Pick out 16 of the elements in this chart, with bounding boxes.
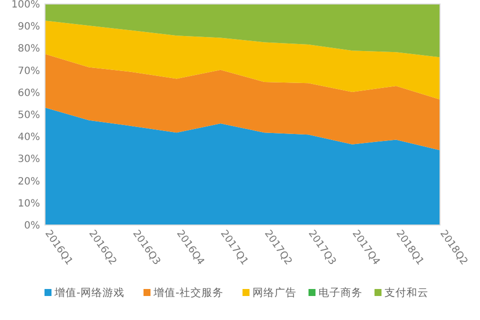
legend-label: 支付和云 <box>384 286 428 299</box>
legend-label: 增值-网络游戏 <box>54 286 124 299</box>
y-tick-label: 30% <box>18 154 40 166</box>
legend-label: 电子商务 <box>318 286 362 299</box>
y-tick-label: 100% <box>11 0 40 10</box>
y-tick-label: 40% <box>18 132 40 144</box>
y-tick-label: 60% <box>18 88 40 99</box>
y-tick-label: 0% <box>24 220 40 232</box>
legend-label: 增值-社交服务 <box>152 286 224 299</box>
y-tick-label: 50% <box>18 110 40 121</box>
y-tick-label: 70% <box>18 66 40 77</box>
legend-label: 网络广告 <box>252 286 296 299</box>
y-tick-label: 20% <box>18 176 40 188</box>
y-tick-label: 10% <box>18 198 40 210</box>
y-tick-label: 90% <box>18 22 40 33</box>
y-tick-label: 80% <box>18 44 40 55</box>
